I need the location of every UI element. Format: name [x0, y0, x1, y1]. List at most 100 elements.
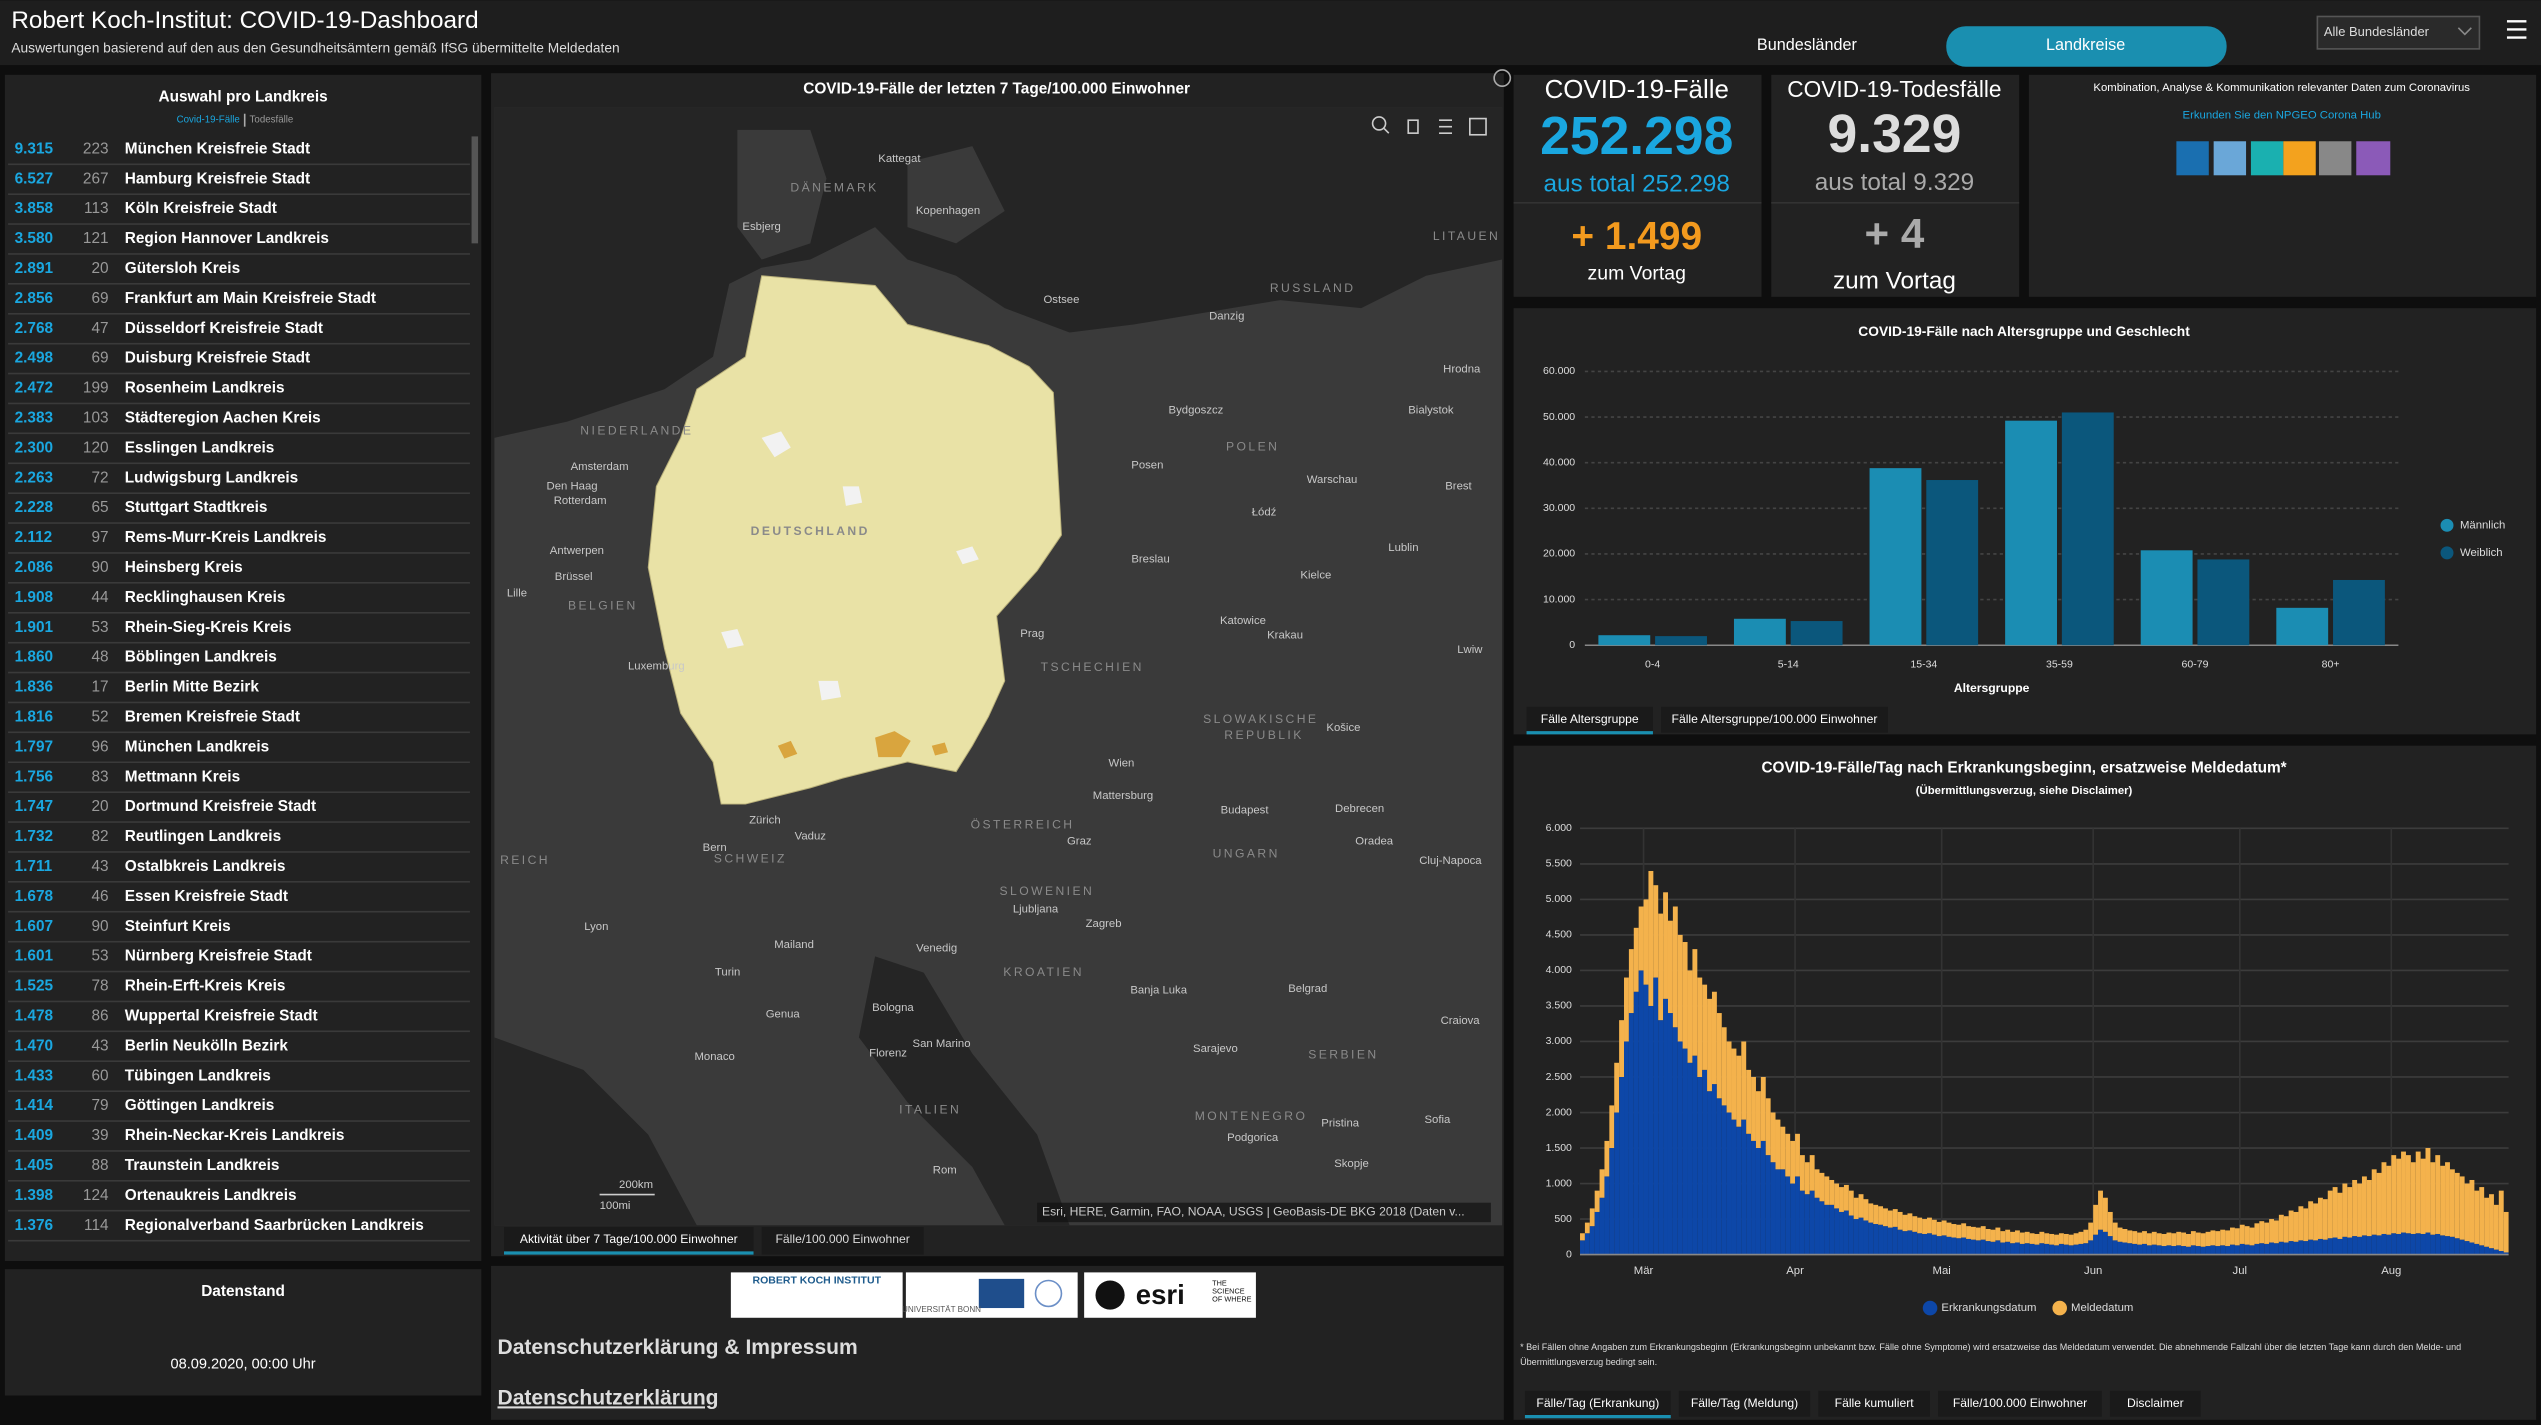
tab-landkreise[interactable]: Landkreise: [2046, 36, 2125, 54]
bar-segment[interactable]: [2308, 1239, 2314, 1255]
bar-segment[interactable]: [1716, 1098, 1722, 1255]
info-icons[interactable]: [2176, 141, 2391, 176]
bar[interactable]: [1733, 618, 1786, 646]
bar-segment[interactable]: [2293, 1211, 2299, 1242]
bar-segment[interactable]: [2459, 1176, 2465, 1240]
bar-segment[interactable]: [2044, 1233, 2050, 1244]
bar-segment[interactable]: [1843, 1210, 1849, 1255]
bar-segment[interactable]: [2469, 1179, 2475, 1243]
icon[interactable]: [2356, 141, 2391, 176]
bar-segment[interactable]: [1663, 998, 1668, 1255]
bar-segment[interactable]: [1580, 1233, 1585, 1241]
row-name[interactable]: Frankfurt am Main Kreisfreie Stadt: [125, 290, 376, 307]
bar-segment[interactable]: [1873, 1224, 1879, 1255]
row-deaths[interactable]: 46: [91, 888, 108, 905]
bar-segment[interactable]: [2342, 1183, 2348, 1237]
bar-segment[interactable]: [1814, 1169, 1820, 1198]
row-deaths[interactable]: 69: [91, 290, 108, 307]
bar-segment[interactable]: [2029, 1233, 2035, 1244]
bar[interactable]: [2005, 420, 2057, 646]
bar-segment[interactable]: [1970, 1239, 1976, 1255]
bar-segment[interactable]: [1839, 1187, 1844, 1212]
bar-segment[interactable]: [1716, 1013, 1722, 1099]
bar-segment[interactable]: [2361, 1235, 2367, 1255]
bar[interactable]: [2333, 579, 2385, 646]
bar-segment[interactable]: [2366, 1236, 2372, 1255]
bar-segment[interactable]: [1667, 1013, 1673, 1255]
bar-segment[interactable]: [1638, 906, 1644, 971]
row-deaths[interactable]: 39: [91, 1127, 108, 1144]
bar-segment[interactable]: [1814, 1197, 1820, 1255]
bar-segment[interactable]: [1765, 1155, 1771, 1255]
row-deaths[interactable]: 65: [91, 499, 108, 516]
bar-segment[interactable]: [2142, 1243, 2147, 1255]
chart-tab[interactable]: [1938, 1390, 2102, 1417]
bar-segment[interactable]: [1711, 1084, 1717, 1255]
bar-segment[interactable]: [1780, 1126, 1786, 1170]
bar-segment[interactable]: [2357, 1236, 2362, 1255]
row-deaths[interactable]: 83: [91, 768, 108, 785]
row-deaths[interactable]: 124: [83, 1187, 109, 1204]
row-name[interactable]: Rhein-Erft-Kreis Kreis: [125, 978, 286, 995]
map-tab-inactive[interactable]: [761, 1227, 924, 1255]
bar-segment[interactable]: [2420, 1233, 2426, 1255]
row-cases[interactable]: 1.376: [15, 1217, 53, 1234]
bar-segment[interactable]: [1702, 984, 1708, 1070]
bar-segment[interactable]: [2322, 1239, 2328, 1255]
bar-segment[interactable]: [2054, 1234, 2059, 1246]
bar-segment[interactable]: [1839, 1211, 1844, 1255]
row-name[interactable]: Reutlingen Landkreis: [125, 828, 281, 845]
bar-segment[interactable]: [1907, 1230, 1913, 1255]
bar-segment[interactable]: [1736, 1126, 1742, 1255]
row-deaths[interactable]: 69: [91, 350, 108, 367]
row-deaths[interactable]: 79: [91, 1097, 108, 1114]
tab-active-bg[interactable]: [1946, 26, 2227, 67]
bar-segment[interactable]: [1990, 1241, 1996, 1255]
chart-tab[interactable]: [1818, 1390, 1931, 1417]
bar-segment[interactable]: [2308, 1201, 2314, 1240]
row-cases[interactable]: 1.711: [15, 858, 53, 875]
bar-segment[interactable]: [1863, 1220, 1869, 1255]
bar-segment[interactable]: [2215, 1246, 2221, 1255]
bar-segment[interactable]: [1633, 927, 1639, 992]
bar-segment[interactable]: [2254, 1223, 2260, 1244]
row-deaths[interactable]: 52: [91, 709, 108, 726]
bar-segment[interactable]: [1731, 1048, 1737, 1120]
row-name[interactable]: Ortenaukreis Landkreis: [125, 1187, 297, 1204]
bar-segment[interactable]: [2317, 1197, 2323, 1239]
bar-segment[interactable]: [2049, 1233, 2055, 1245]
bar[interactable]: [2140, 550, 2193, 646]
icon[interactable]: [2176, 141, 2209, 176]
bar-segment[interactable]: [2122, 1228, 2128, 1243]
bar-segment[interactable]: [2449, 1169, 2455, 1237]
bar-segment[interactable]: [2435, 1233, 2441, 1255]
bar-segment[interactable]: [1770, 1162, 1776, 1255]
bar-segment[interactable]: [1741, 1041, 1747, 1120]
bar-segment[interactable]: [2186, 1233, 2191, 1247]
row-cases[interactable]: 2.263: [15, 469, 53, 486]
bar-segment[interactable]: [1775, 1169, 1781, 1255]
bar-segment[interactable]: [1775, 1119, 1781, 1170]
bar-segment[interactable]: [2166, 1245, 2172, 1255]
bar-segment[interactable]: [1912, 1216, 1918, 1232]
bar-segment[interactable]: [2469, 1242, 2475, 1255]
row-cases[interactable]: 2.112: [15, 529, 53, 546]
bar-segment[interactable]: [2381, 1162, 2387, 1234]
row-name[interactable]: Dortmund Kreisfreie Stadt: [125, 798, 316, 815]
tab-bundeslaender[interactable]: Bundesländer: [1757, 36, 1858, 54]
bar-segment[interactable]: [1653, 885, 1659, 978]
bar-segment[interactable]: [1985, 1228, 1991, 1242]
bar-segment[interactable]: [1785, 1133, 1791, 1177]
bar-segment[interactable]: [1707, 1091, 1712, 1255]
row-deaths[interactable]: 53: [91, 948, 108, 965]
bar-segment[interactable]: [2117, 1241, 2123, 1255]
search-icon[interactable]: [1371, 116, 1390, 134]
bar-segment[interactable]: [1975, 1240, 1981, 1255]
scrollbar[interactable]: [471, 136, 479, 244]
row-deaths[interactable]: 17: [91, 679, 108, 696]
bar-segment[interactable]: [2244, 1244, 2250, 1255]
bar-segment[interactable]: [2220, 1245, 2226, 1255]
bar-segment[interactable]: [2190, 1231, 2196, 1246]
bar-segment[interactable]: [2063, 1244, 2069, 1255]
bar-segment[interactable]: [1970, 1226, 1976, 1240]
